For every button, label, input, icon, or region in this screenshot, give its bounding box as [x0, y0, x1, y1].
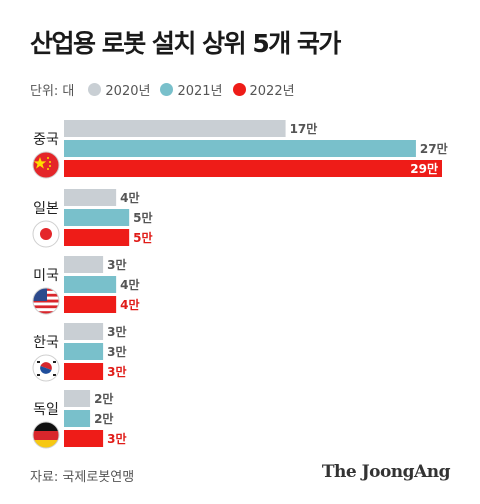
chart-title: 산업용 로봇 설치 상위 5개 국가: [30, 29, 341, 58]
bar: [64, 363, 104, 380]
bar-group: 한국 3만 3만 3만: [32, 323, 126, 382]
china-flag-icon-shape: [33, 152, 59, 178]
unit-label: 단위: 대: [30, 83, 75, 99]
korea-flag-icon-shape: [33, 355, 59, 381]
legend-item-2022: 2022년: [232, 80, 295, 99]
bar: [64, 120, 286, 137]
legend-item-2021: 2021년: [160, 80, 223, 99]
category-label: 독일: [33, 402, 59, 418]
bar: [64, 276, 117, 293]
source-note: 자료: 국제로봇연맹: [30, 470, 135, 485]
data-label: 5만: [133, 210, 152, 225]
germany-flag-icon: [32, 421, 60, 449]
brand-logo: The JoongAng: [321, 462, 451, 482]
legend: 단위: 대 2020년 2021년 2022년: [30, 80, 305, 99]
japan-flag-icon-shape: [33, 221, 59, 247]
legend-label-2020: 2020년: [105, 83, 151, 99]
bar: [64, 160, 442, 177]
korea-flag-icon: [32, 354, 60, 382]
bar: [64, 229, 130, 246]
usa-flag-icon: [32, 287, 60, 315]
bar: [64, 430, 104, 447]
bar: [64, 390, 91, 407]
data-label: 3만: [107, 364, 126, 379]
bar-group: 일본 4만 5만 5만: [32, 189, 153, 248]
japan-flag-icon: [32, 220, 60, 248]
bar: [64, 209, 130, 226]
china-flag-icon: [32, 151, 60, 179]
legend-swatch-2022: [232, 82, 246, 96]
legend-swatch-2021: [160, 82, 174, 96]
category-label: 중국: [33, 132, 59, 148]
data-label: 2만: [94, 411, 113, 426]
usa-flag-icon-shape: [33, 288, 59, 314]
data-label: 3만: [107, 431, 126, 446]
legend-swatch-2020: [88, 82, 102, 96]
data-label: 3만: [107, 257, 126, 272]
bar-group: 중국 17만 27만 29만: [32, 120, 448, 179]
data-label: 5만: [133, 230, 152, 245]
legend-label-2022: 2022년: [249, 83, 295, 99]
data-label: 3만: [107, 324, 126, 339]
bar: [64, 140, 416, 157]
category-label: 미국: [33, 268, 59, 284]
data-label: 3만: [107, 344, 126, 359]
data-label: 4만: [120, 190, 139, 205]
bar: [64, 296, 117, 313]
category-label: 일본: [33, 201, 59, 217]
bar: [64, 323, 104, 340]
bar-group: 독일 2만 2만 3만: [32, 390, 126, 449]
germany-flag-icon-shape: [33, 422, 59, 448]
data-label: 4만: [120, 297, 139, 312]
data-label: 4만: [120, 277, 139, 292]
bar: [64, 410, 91, 427]
data-label: 29만: [410, 161, 438, 176]
category-label: 한국: [33, 335, 59, 351]
bar-group: 미국 3만 4만 4만: [32, 256, 140, 315]
bar: [64, 256, 104, 273]
bar: [64, 343, 104, 360]
bar: [64, 189, 117, 206]
data-label: 2만: [94, 391, 113, 406]
legend-label-2021: 2021년: [177, 83, 223, 99]
data-label: 27만: [420, 141, 448, 156]
data-label: 17만: [290, 121, 318, 136]
legend-item-2020: 2020년: [88, 80, 150, 99]
